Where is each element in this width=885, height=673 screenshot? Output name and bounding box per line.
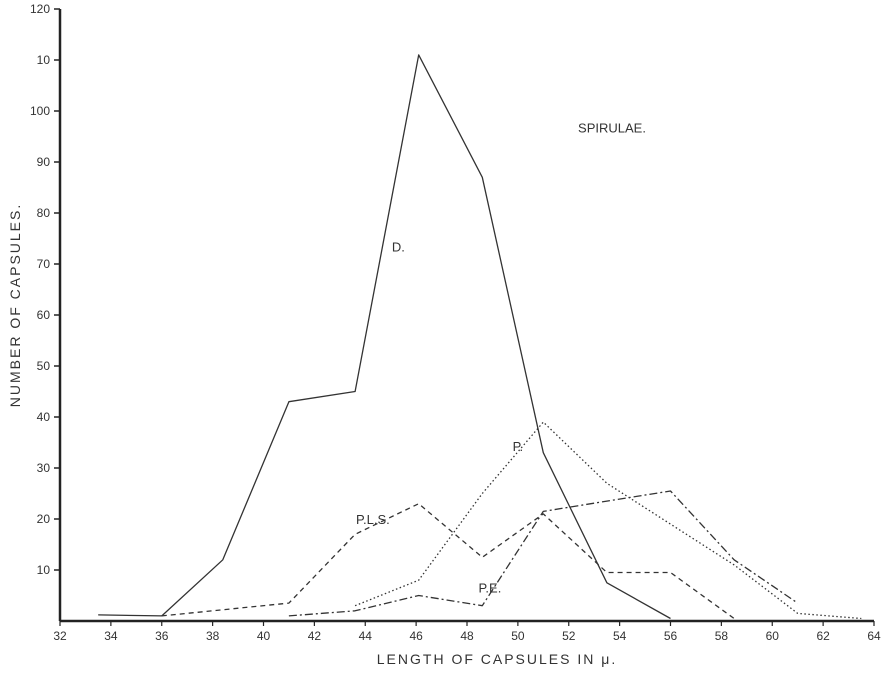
y-tick-label: 100 <box>30 104 50 118</box>
x-tick-label: 56 <box>664 629 678 643</box>
y-tick-label: 60 <box>37 308 51 322</box>
y-tick-label: 10 <box>37 563 51 577</box>
x-tick-label: 60 <box>766 629 780 643</box>
series-line-pls <box>161 503 735 620</box>
x-tick-label: 32 <box>53 629 67 643</box>
y-tick-label: 20 <box>37 512 51 526</box>
annotation-label: P.E. <box>478 580 501 595</box>
annotations: SPIRULAE. D. P. P.L.S. P.E. <box>356 120 646 595</box>
x-tick-label: 40 <box>257 629 271 643</box>
y-axis-title: NUMBER OF CAPSULES. <box>7 203 23 407</box>
y-tick-label: 50 <box>37 359 51 373</box>
y-tick-label: 40 <box>37 410 51 424</box>
x-tick-label: 54 <box>613 629 627 643</box>
series-line-pe <box>288 490 799 617</box>
series-lines <box>98 54 862 620</box>
axes <box>54 8 875 626</box>
annotation-label: P.L.S. <box>356 512 390 527</box>
annotation-label: P. <box>513 439 524 454</box>
x-tick-label: 34 <box>104 629 118 643</box>
x-tick-label: 62 <box>816 629 830 643</box>
x-tick-label: 50 <box>511 629 525 643</box>
x-tick-label: 64 <box>867 629 881 643</box>
y-tick-label: 10 <box>37 53 51 67</box>
y-tick-label: 30 <box>37 461 51 475</box>
y-tick-label: 70 <box>37 257 51 271</box>
x-tick-label: 48 <box>460 629 474 643</box>
series-line-p <box>354 421 862 620</box>
x-tick-label: 46 <box>409 629 423 643</box>
x-tick-label: 36 <box>155 629 169 643</box>
annotation-label: SPIRULAE. <box>578 120 646 135</box>
x-tick-label: 52 <box>562 629 576 643</box>
y-tick-label: 120 <box>30 2 50 16</box>
x-axis-title: LENGTH OF CAPSULES IN μ. <box>377 651 617 667</box>
x-tick-label: 44 <box>359 629 373 643</box>
x-tick-label: 58 <box>715 629 729 643</box>
x-tick-label: 42 <box>308 629 322 643</box>
series-line-d <box>98 54 671 620</box>
y-tick-label: 80 <box>37 206 51 220</box>
annotation-label: D. <box>392 239 405 254</box>
x-tick-label: 38 <box>206 629 220 643</box>
y-tick-label: 90 <box>37 155 51 169</box>
tick-labels: 10 20 30 40 50 60 70 80 90 100 10 120 32 34 36 38 40 42 44… <box>30 2 881 643</box>
